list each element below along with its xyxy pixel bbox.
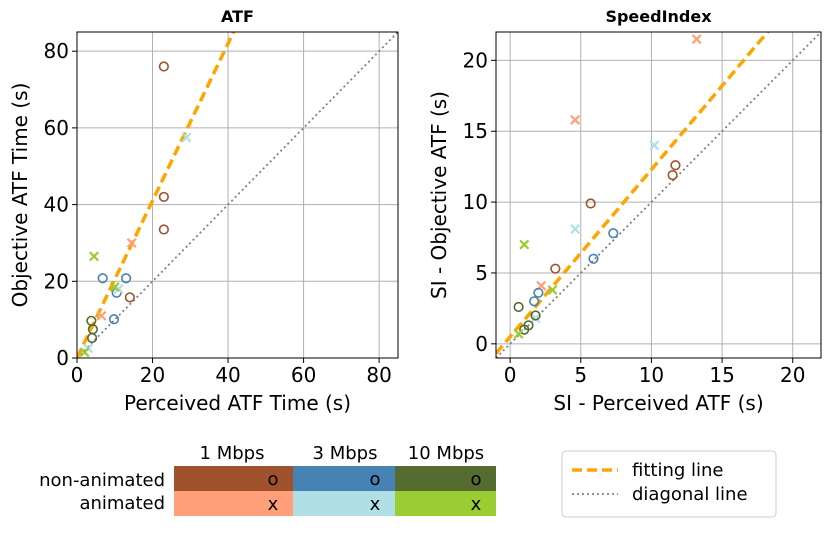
chart-title: ATF [221, 7, 254, 26]
legend-color-cell [174, 491, 293, 516]
y-tick-label: 20 [44, 269, 69, 293]
data-point-circle [667, 170, 678, 181]
y-tick-label: 0 [475, 332, 488, 356]
y-tick-label: 5 [475, 261, 488, 285]
legend-marker-symbol: x [370, 494, 381, 515]
legend-row-non-animated: non-animated [39, 470, 165, 491]
y-tick-label: 60 [44, 116, 69, 140]
line-legend: fitting line diagonal line [561, 450, 777, 518]
data-point-circle [158, 224, 169, 235]
x-tick-label: 0 [71, 363, 84, 387]
y-tick-label: 20 [463, 48, 488, 72]
data-point-circle [608, 228, 619, 239]
data-point-circle [87, 332, 98, 344]
line-legend-frame [561, 450, 777, 518]
legend-marker-symbol: x [268, 494, 279, 515]
data-point-cross [181, 132, 192, 143]
data-point-circle [530, 310, 541, 321]
y-tick-label: 40 [44, 193, 69, 217]
y-tick-label: 10 [463, 190, 488, 214]
data-point-circle [519, 324, 530, 335]
data-point-cross [79, 347, 90, 358]
plot-frame [76, 31, 399, 359]
data-point-circle [513, 301, 524, 313]
x-tick-label: 10 [639, 363, 664, 387]
legend-marker-symbol: o [267, 469, 278, 490]
data-point-circle [97, 273, 108, 284]
x-axis-label: SI - Perceived ATF (s) [553, 391, 763, 415]
x-tick-label: 20 [780, 363, 805, 387]
legend-marker-symbol: o [470, 469, 481, 490]
legend-col-1mbps: 1 Mbps [200, 443, 265, 464]
x-tick-label: 5 [574, 363, 587, 387]
x-tick-label: 15 [709, 363, 734, 387]
data-point-circle [529, 296, 540, 307]
data-point-cross [126, 237, 137, 248]
x-tick-label: 0 [504, 363, 517, 387]
data-point-cross [530, 313, 541, 324]
y-tick-label: 80 [44, 39, 69, 63]
data-point-cross [89, 251, 99, 262]
marker-legend-table: 1 Mbps 3 Mbps 10 Mbps non-animated anima… [39, 443, 496, 516]
x-tick-label: 80 [366, 363, 391, 387]
y-tick-label: 0 [56, 346, 69, 370]
legend-color-cell [293, 491, 395, 516]
diagonal-line [77, 32, 398, 358]
data-point-circle [158, 191, 169, 203]
legend-color-cell [395, 466, 496, 491]
legend-col-10mbps: 10 Mbps [408, 443, 484, 464]
diagonal-line [496, 32, 821, 358]
data-point-circle [108, 314, 120, 325]
legend-col-3mbps: 3 Mbps [313, 443, 378, 464]
y-axis-label: Objective ATF Time (s) [8, 83, 32, 308]
atf-chart: 0 20 40 60 80 0 20 40 60 80 ATF Perceived ATF Time … [8, 7, 399, 415]
speedindex-chart: 0 5 10 15 20 0 5 10 15 20 SpeedIndex SI - Perceived… [427, 7, 822, 415]
x-tick-label: 40 [215, 363, 240, 387]
data-point-circle [533, 287, 544, 298]
data-point-cross [691, 34, 702, 45]
data-point-circle [670, 160, 681, 171]
chart-title: SpeedIndex [605, 7, 712, 26]
data-point-circle [588, 253, 599, 264]
y-axis-label: SI - Objective ATF (s) [427, 91, 451, 299]
legend-color-cell [293, 466, 395, 491]
data-point-cross [570, 114, 581, 125]
data-point-cross [649, 140, 660, 151]
legend-color-cells: o o ox x x [174, 466, 496, 516]
data-point-cross [547, 284, 558, 295]
data-point-circle [158, 61, 169, 72]
legend-color-cell [174, 466, 293, 491]
data-point-cross [513, 328, 524, 339]
legend-marker-symbol: o [369, 469, 380, 490]
plot-frame [495, 31, 822, 359]
data-point-circle [120, 273, 132, 284]
x-tick-label: 60 [291, 363, 316, 387]
data-point-cross [570, 224, 581, 234]
legend-color-cell [395, 491, 496, 516]
x-axis-label: Perceived ATF Time (s) [124, 391, 351, 415]
legend-row-animated: animated [79, 493, 165, 514]
data-point-cross [519, 239, 530, 250]
y-tick-label: 15 [463, 119, 488, 143]
fitting-line [496, 32, 770, 355]
data-point-cross [109, 282, 120, 293]
legend-marker-symbol: x [471, 494, 482, 515]
data-point-circle [550, 263, 561, 274]
data-point-circle [124, 292, 135, 303]
fitting-line-label: fitting line [632, 460, 724, 481]
data-point-circle [86, 315, 97, 326]
diagonal-line-label: diagonal line [632, 484, 748, 505]
data-point-circle [585, 198, 596, 209]
x-tick-label: 20 [140, 363, 165, 387]
data-point-cross [96, 310, 107, 321]
fitting-line [77, 32, 236, 358]
